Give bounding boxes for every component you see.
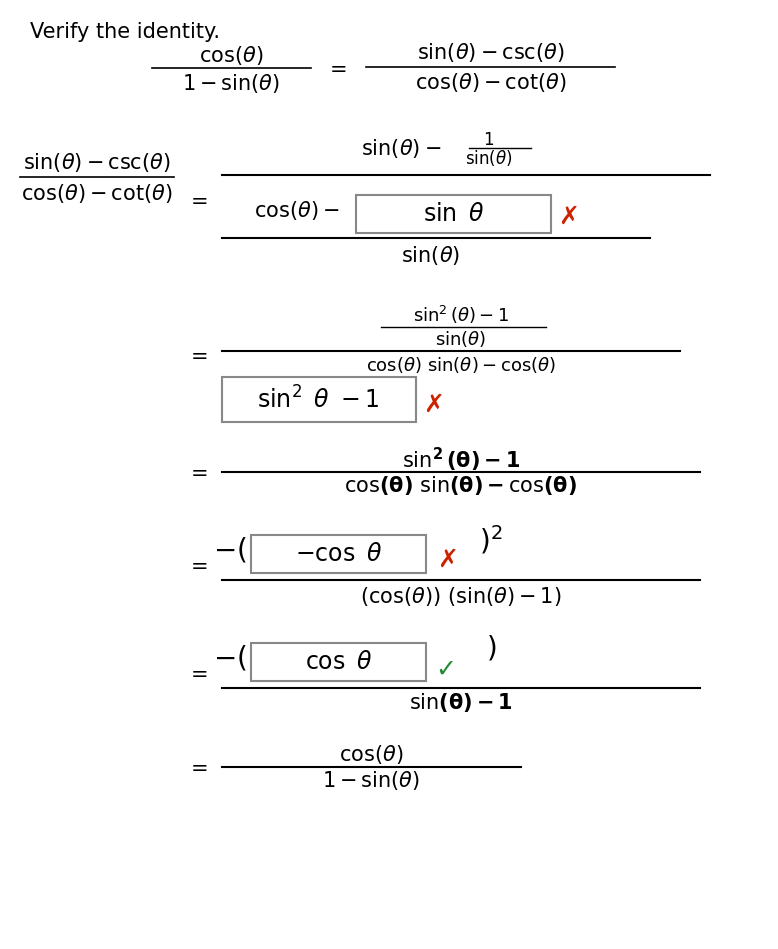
Text: $\sin\ \theta$: $\sin\ \theta$ — [422, 202, 484, 226]
Text: $)$: $)$ — [485, 634, 496, 662]
Text: $-\cos\ \theta$: $-\cos\ \theta$ — [295, 542, 382, 566]
Text: $\mathbf{\cos(\theta)\ \sin(\theta) - \cos(\theta)}$: $\mathbf{\cos(\theta)\ \sin(\theta) - \c… — [345, 474, 577, 496]
Text: ✗: ✗ — [437, 548, 458, 572]
Text: $=$: $=$ — [186, 462, 207, 482]
Text: $\sin(\theta)$: $\sin(\theta)$ — [401, 244, 461, 267]
Text: $\cos(\theta)$: $\cos(\theta)$ — [199, 44, 264, 66]
Text: ✓: ✓ — [436, 658, 457, 682]
Text: $1 - \sin(\theta)$: $1 - \sin(\theta)$ — [183, 71, 281, 95]
Text: $\cos(\theta) - \cot(\theta)$: $\cos(\theta) - \cot(\theta)$ — [21, 181, 173, 204]
Text: $1$: $1$ — [483, 131, 494, 149]
Text: $=$: $=$ — [325, 58, 347, 78]
Text: $-($: $-($ — [212, 643, 247, 673]
Text: $)^2$: $)^2$ — [479, 524, 503, 556]
Text: $\cos\ \theta$: $\cos\ \theta$ — [305, 650, 373, 674]
Text: $\sin(\theta) - \csc(\theta)$: $\sin(\theta) - \csc(\theta)$ — [417, 41, 565, 64]
Text: $\mathbf{\sin^2(\theta) - 1}$: $\mathbf{\sin^2(\theta) - 1}$ — [401, 446, 520, 474]
Text: $\sin(\theta) - $: $\sin(\theta) - $ — [361, 137, 441, 159]
Text: $=$: $=$ — [186, 663, 207, 683]
Bar — [356, 195, 551, 233]
Text: $=$: $=$ — [186, 345, 207, 365]
Text: $\mathbf{\sin(\theta) - 1}$: $\mathbf{\sin(\theta) - 1}$ — [409, 692, 513, 715]
Text: $\sin^2(\theta) - 1$: $\sin^2(\theta) - 1$ — [412, 304, 509, 326]
Text: $=$: $=$ — [186, 555, 207, 575]
Text: $\sin(\theta)$: $\sin(\theta)$ — [435, 329, 486, 349]
Text: $=$: $=$ — [186, 757, 207, 777]
Text: $(\cos(\theta))\ (\sin(\theta) - 1)$: $(\cos(\theta))\ (\sin(\theta) - 1)$ — [360, 585, 562, 607]
Text: $=$: $=$ — [186, 190, 207, 210]
Bar — [222, 377, 416, 422]
Text: $\sin(\theta)$: $\sin(\theta)$ — [465, 148, 513, 168]
Text: $\sin^2\ \theta\ -1$: $\sin^2\ \theta\ -1$ — [258, 386, 380, 413]
Bar — [251, 643, 426, 681]
Text: $\cos(\theta) -$: $\cos(\theta) -$ — [254, 198, 339, 221]
Text: ✗: ✗ — [558, 205, 579, 229]
Text: $\cos(\theta)$: $\cos(\theta)$ — [339, 743, 403, 767]
Text: $\cos(\theta) - \cot(\theta)$: $\cos(\theta) - \cot(\theta)$ — [415, 70, 566, 94]
Text: ✗: ✗ — [423, 393, 444, 417]
Text: $1 - \sin(\theta)$: $1 - \sin(\theta)$ — [322, 769, 420, 791]
Text: Verify the identity.: Verify the identity. — [30, 22, 220, 42]
Text: $-($: $-($ — [212, 535, 247, 565]
Text: $\cos(\theta)\ \sin(\theta) - \cos(\theta)$: $\cos(\theta)\ \sin(\theta) - \cos(\thet… — [366, 355, 555, 375]
Bar — [251, 535, 426, 573]
Text: $\sin(\theta) - \csc(\theta)$: $\sin(\theta) - \csc(\theta)$ — [23, 151, 170, 174]
